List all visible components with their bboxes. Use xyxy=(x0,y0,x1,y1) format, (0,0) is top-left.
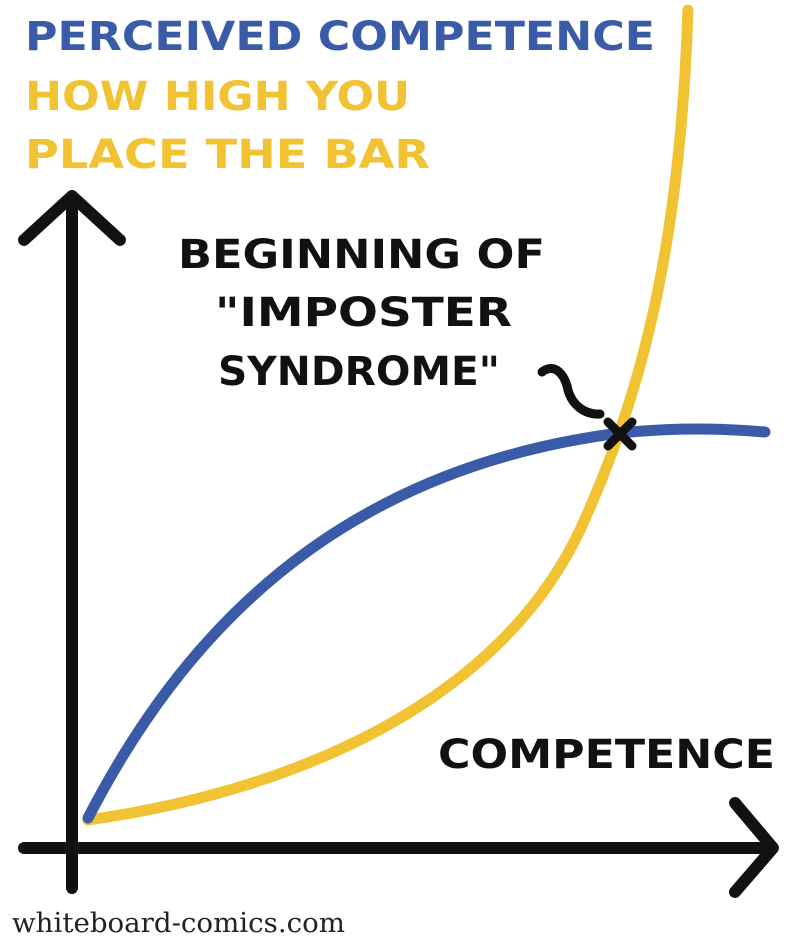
legend-yellow: PLACE THE BAR xyxy=(25,132,430,178)
legend-yellow: HOW HIGH YOU xyxy=(25,74,410,120)
intersection-marker xyxy=(537,364,637,451)
perceived-curve xyxy=(82,423,771,824)
annotation: SYNDROME" xyxy=(218,349,500,395)
footer: whiteboard-comics.com xyxy=(12,908,345,939)
bar-curve xyxy=(82,4,694,826)
legend-blue: PERCEIVED COMPETENCE xyxy=(25,14,655,60)
axes xyxy=(18,190,779,898)
x-arrow xyxy=(729,797,779,898)
pointer xyxy=(537,364,605,419)
x-axis-label: COMPETENCE xyxy=(438,732,775,778)
annotation: "IMPOSTER xyxy=(215,290,512,336)
y-arrow xyxy=(18,190,126,246)
annotation: BEGINNING OF xyxy=(178,232,545,278)
